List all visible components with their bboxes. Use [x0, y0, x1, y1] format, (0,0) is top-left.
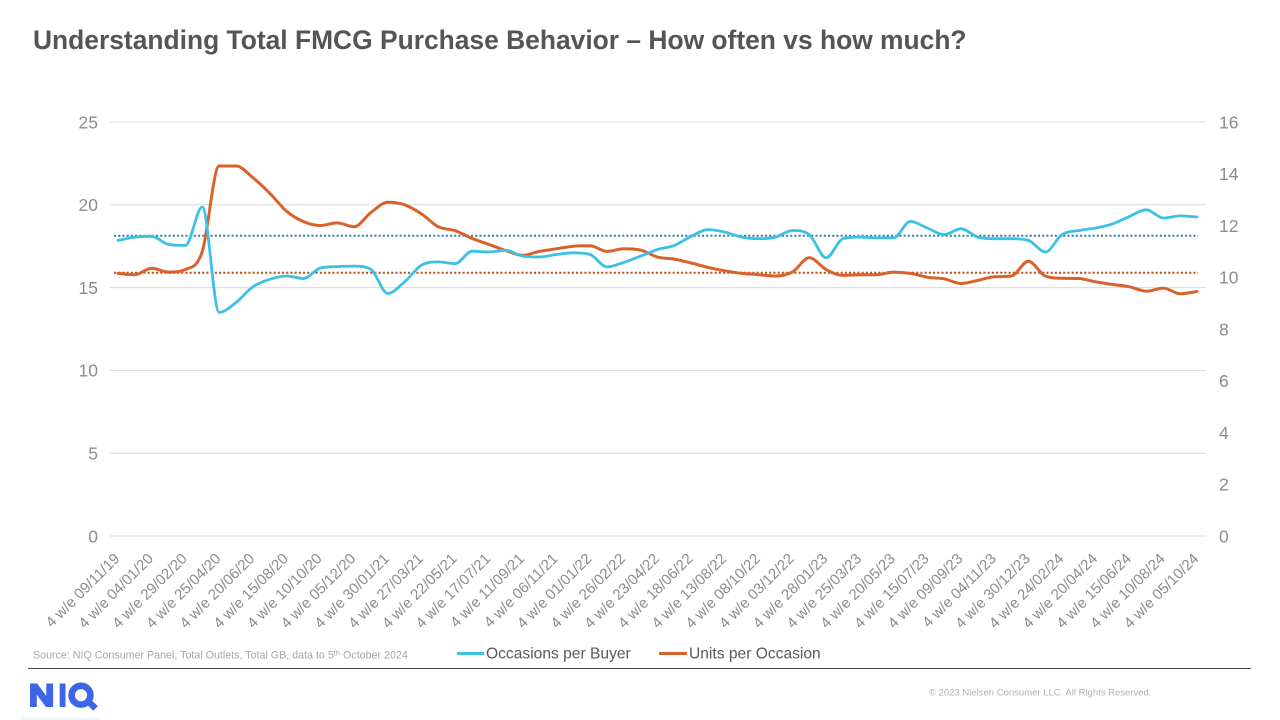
svg-text:15: 15 — [79, 278, 98, 298]
svg-text:Occasions per Buyer: Occasions per Buyer — [486, 646, 631, 663]
svg-text:6: 6 — [1219, 371, 1229, 391]
svg-text:Understanding Total FMCG Purch: Understanding Total FMCG Purchase Behavi… — [33, 25, 967, 55]
svg-text:5: 5 — [88, 444, 98, 464]
svg-text:8: 8 — [1219, 319, 1229, 339]
svg-text:25: 25 — [79, 112, 98, 132]
svg-text:Source: NIQ Consumer Panel, To: Source: NIQ Consumer Panel, Total Outlet… — [33, 648, 408, 661]
svg-text:0: 0 — [1219, 526, 1229, 546]
svg-text:14: 14 — [1219, 164, 1239, 184]
svg-text:16: 16 — [1219, 112, 1238, 132]
svg-text:12: 12 — [1219, 216, 1238, 236]
svg-text:10: 10 — [1219, 268, 1239, 288]
svg-text:0: 0 — [88, 526, 98, 546]
svg-text:Units per Occasion: Units per Occasion — [689, 646, 821, 663]
svg-text:4: 4 — [1219, 423, 1229, 443]
svg-text:10: 10 — [79, 361, 99, 381]
svg-text:20: 20 — [79, 195, 99, 215]
svg-text:© 2023 Nielsen Consumer LLC. A: © 2023 Nielsen Consumer LLC. All Rights … — [929, 688, 1151, 699]
svg-text:2: 2 — [1219, 475, 1229, 495]
